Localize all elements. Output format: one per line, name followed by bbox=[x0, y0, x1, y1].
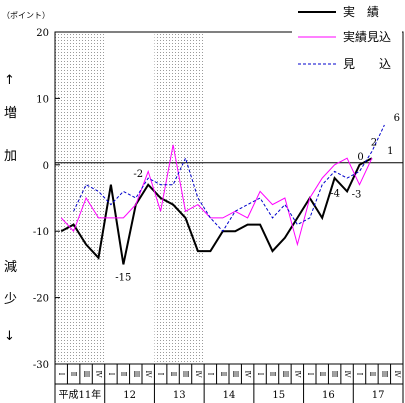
year-label: 15 bbox=[272, 390, 285, 401]
quarter-label: Ⅲ bbox=[281, 371, 289, 378]
side-label-increase: ↑ 増 加 bbox=[4, 73, 17, 164]
data-labels: -15 -2 -4 0 -3 21 6 bbox=[115, 113, 400, 283]
year-label: 14 bbox=[223, 390, 236, 401]
quarter-label: Ⅰ bbox=[256, 373, 264, 376]
quarter-label: Ⅰ bbox=[157, 373, 165, 376]
data-label: -2 bbox=[133, 169, 143, 180]
data-label: 0 bbox=[357, 152, 363, 163]
series-line-0 bbox=[60, 157, 373, 265]
quarter-label: Ⅱ bbox=[169, 372, 177, 377]
legend: 実 績 実績見込 見 込 bbox=[292, 2, 402, 74]
quarter-label: Ⅲ bbox=[331, 371, 339, 378]
y-tick-label: 0 bbox=[43, 161, 49, 172]
series-line-1 bbox=[60, 144, 373, 247]
series-line-2 bbox=[73, 124, 385, 233]
quarter-label: Ⅰ bbox=[306, 373, 314, 376]
quarter-label: Ⅰ bbox=[206, 373, 214, 376]
quarter-label: Ⅰ bbox=[107, 373, 115, 376]
side-label-decrease: 減 少 ↓ bbox=[4, 259, 17, 344]
y-tick-label: -10 bbox=[33, 227, 49, 238]
quarter-label: Ⅲ bbox=[132, 371, 140, 378]
quarter-label: Ⅳ bbox=[293, 371, 301, 379]
shaded-year-bands bbox=[55, 32, 205, 364]
y-tick-label: 20 bbox=[36, 28, 49, 39]
quarter-label: Ⅰ bbox=[356, 373, 364, 376]
year-label: 平成11年 bbox=[58, 388, 101, 401]
shaded-band bbox=[55, 32, 105, 364]
quarter-label: Ⅱ bbox=[269, 372, 277, 377]
side-label-decrease-char2: 少 bbox=[4, 292, 17, 307]
quarter-label: Ⅳ bbox=[194, 371, 202, 379]
year-label: 16 bbox=[322, 390, 335, 401]
legend-label-actual: 実 績 bbox=[343, 4, 379, 19]
data-label: -15 bbox=[115, 272, 131, 283]
year-label: 12 bbox=[123, 390, 136, 401]
legend-label-forecast: 見 込 bbox=[343, 57, 391, 71]
y-tick-label: -30 bbox=[33, 360, 49, 371]
quarter-label: Ⅳ bbox=[95, 371, 103, 379]
side-label-increase-char2: 加 bbox=[4, 149, 17, 164]
quarter-label: Ⅳ bbox=[244, 371, 252, 379]
series-lines bbox=[60, 124, 385, 265]
quarter-label: Ⅲ bbox=[380, 371, 388, 378]
year-label: 17 bbox=[372, 390, 385, 401]
quarter-label: Ⅱ bbox=[70, 372, 78, 377]
quarter-label: Ⅱ bbox=[368, 372, 376, 377]
quarter-label: Ⅲ bbox=[182, 371, 190, 378]
quarter-label: Ⅱ bbox=[219, 372, 227, 377]
quarter-label: Ⅳ bbox=[144, 371, 152, 379]
data-label: 2 bbox=[371, 138, 377, 149]
side-label-decrease-char1: 減 bbox=[4, 259, 17, 275]
quarter-label: Ⅰ bbox=[57, 373, 65, 376]
side-label-increase-char1: 増 bbox=[4, 106, 17, 121]
year-label: 13 bbox=[173, 390, 186, 401]
quarter-label: Ⅳ bbox=[343, 371, 351, 379]
quarter-label: Ⅳ bbox=[393, 371, 401, 379]
quarter-label: Ⅲ bbox=[231, 371, 239, 378]
quarter-label: Ⅲ bbox=[82, 371, 90, 378]
y-tick-label: 10 bbox=[36, 94, 49, 105]
side-label-decrease-arrow: ↓ bbox=[4, 329, 15, 344]
legend-box bbox=[292, 2, 402, 74]
side-label-increase-arrow: ↑ bbox=[4, 73, 15, 88]
data-label: 6 bbox=[394, 113, 400, 124]
quarter-label: Ⅱ bbox=[318, 372, 326, 377]
quarter-label: Ⅱ bbox=[119, 372, 127, 377]
data-label: -4 bbox=[330, 188, 340, 199]
y-tick-label: -20 bbox=[33, 294, 49, 305]
y-tick-labels: 20 10 0 -10 -20 -30 bbox=[33, 28, 49, 371]
tick-marks bbox=[55, 31, 60, 365]
data-label: 1 bbox=[387, 146, 393, 157]
unit-label: （ポイント） bbox=[2, 11, 50, 20]
legend-label-estimated-actual: 実績見込 bbox=[343, 29, 391, 44]
data-label: -3 bbox=[352, 190, 362, 201]
